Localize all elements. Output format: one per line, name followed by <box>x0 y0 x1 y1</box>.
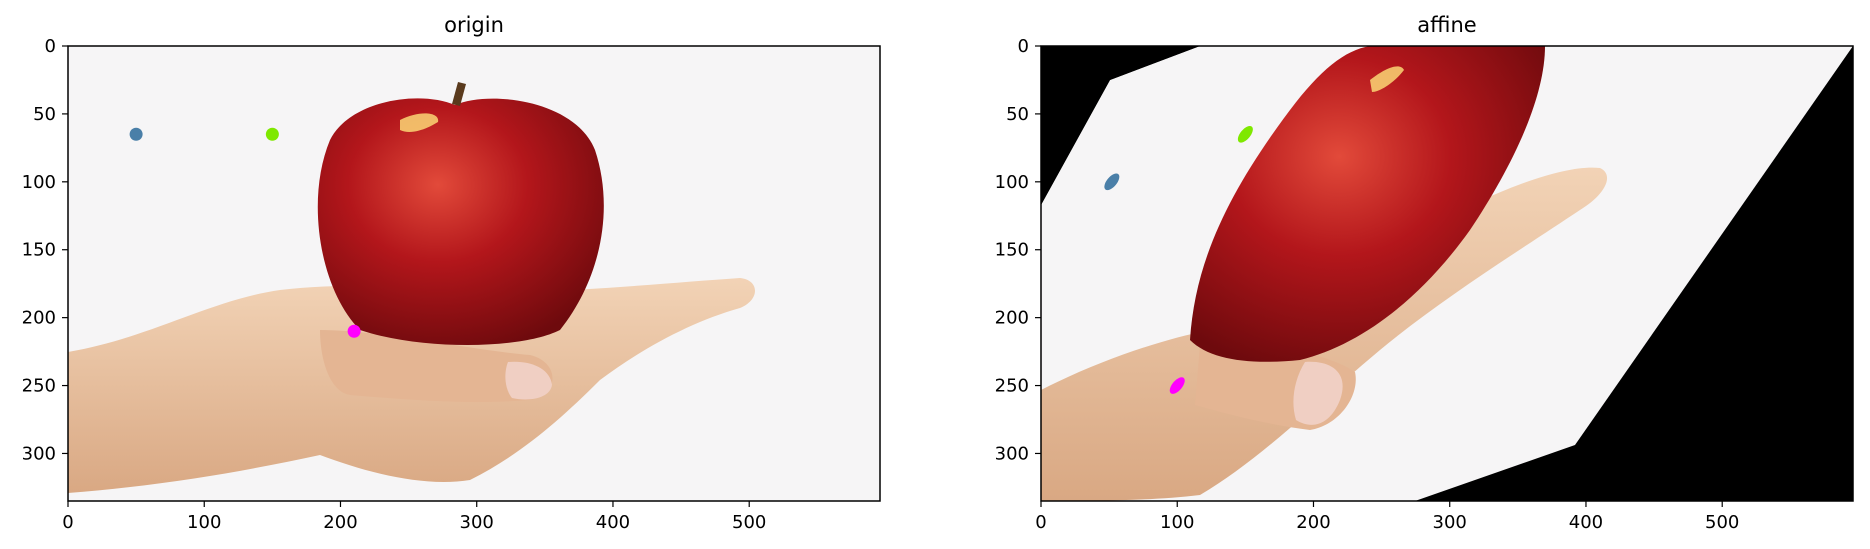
affine-ytick-label: 50 <box>1006 104 1029 125</box>
affine-photo <box>1041 46 1853 501</box>
origin-title: origin <box>444 13 504 37</box>
affine-ytick-label: 150 <box>995 240 1029 261</box>
origin-axes-frame <box>67 45 881 502</box>
affine-ytick-label: 100 <box>995 172 1029 193</box>
origin-y-axis: 0 50 100 150 200 250 300 <box>22 36 68 464</box>
affine-point-0 <box>1104 173 1120 191</box>
affine-ytick-label: 300 <box>995 443 1029 464</box>
origin-ytick-label: 50 <box>33 104 56 125</box>
origin-point-0 <box>129 127 143 141</box>
affine-ytick-label: 0 <box>1018 36 1029 57</box>
origin-ytick-label: 300 <box>22 443 56 464</box>
origin-photo <box>68 46 880 501</box>
origin-xtick-label: 400 <box>596 512 630 533</box>
affine-xtick-label: 200 <box>1296 512 1330 533</box>
affine-xtick-label: 400 <box>1569 512 1603 533</box>
origin-points <box>129 127 361 338</box>
origin-point-2 <box>347 324 361 338</box>
panel-origin: 0 100 200 300 400 500 0 50 100 150 200 250 300 orig… <box>22 13 881 533</box>
origin-xtick-label: 500 <box>732 512 766 533</box>
origin-xtick-label: 300 <box>460 512 494 533</box>
origin-xtick-label: 0 <box>62 512 73 533</box>
origin-ytick-label: 200 <box>22 308 56 329</box>
affine-x-axis: 0 100 200 300 400 500 <box>1035 501 1739 533</box>
origin-x-axis: 0 100 200 300 400 500 <box>62 501 766 533</box>
affine-xtick-label: 100 <box>1160 512 1194 533</box>
affine-axes-frame <box>1040 45 1854 502</box>
affine-point-1 <box>1237 125 1253 143</box>
affine-ytick-label: 250 <box>995 376 1029 397</box>
panel-affine: 0 100 200 300 400 500 0 50 100 150 200 250 300 affi… <box>995 13 1854 533</box>
origin-xtick-label: 200 <box>323 512 357 533</box>
affine-title: affine <box>1417 13 1476 37</box>
affine-xtick-label: 300 <box>1433 512 1467 533</box>
origin-ytick-label: 150 <box>22 240 56 261</box>
origin-ytick-label: 250 <box>22 376 56 397</box>
affine-xtick-label: 0 <box>1035 512 1046 533</box>
origin-ytick-label: 0 <box>45 36 56 57</box>
origin-xtick-label: 100 <box>187 512 221 533</box>
affine-xtick-label: 500 <box>1705 512 1739 533</box>
affine-y-axis: 0 50 100 150 200 250 300 <box>995 36 1041 464</box>
origin-point-1 <box>265 127 279 141</box>
affine-ytick-label: 200 <box>995 308 1029 329</box>
origin-ytick-label: 100 <box>22 172 56 193</box>
affine-point-2 <box>1169 377 1185 394</box>
affine-points <box>1104 125 1253 394</box>
